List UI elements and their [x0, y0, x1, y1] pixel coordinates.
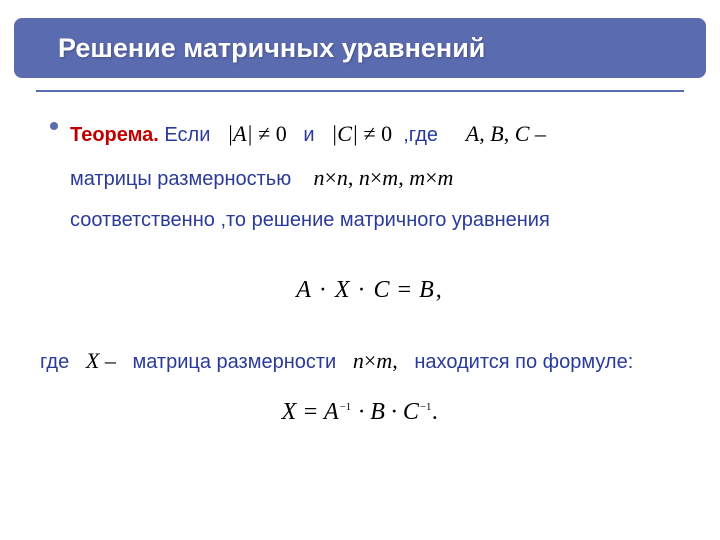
line-where-X: где X – матрица размерности n×m, находит… — [40, 344, 670, 377]
math-ABC: A, B, C – — [466, 121, 546, 146]
math-dims: n×n, n×m, m×m — [313, 165, 453, 190]
text-resp-then: соответственно ,то решение матричного ур… — [70, 209, 550, 231]
bullet-icon — [50, 122, 58, 130]
slide-body: Теорема. Если |A| ≠ 0 и |C| ≠ 0 ,где A, … — [50, 112, 670, 426]
text-where-comma: ,где — [403, 124, 438, 146]
math-detC: |C| ≠ 0 — [331, 121, 392, 146]
text-found-by: находится по формуле: — [414, 351, 633, 373]
theorem-text: Теорема. Если |A| ≠ 0 и |C| ≠ 0 ,где A, … — [70, 112, 670, 338]
slide-title: Решение матричных уравнений — [58, 33, 485, 64]
text-if: Если — [164, 124, 210, 146]
text-and: и — [303, 124, 314, 146]
bullet-item: Теорема. Если |A| ≠ 0 и |C| ≠ 0 ,где A, … — [50, 112, 670, 338]
title-underline — [36, 90, 684, 92]
title-band: Решение матричных уравнений — [14, 18, 706, 78]
text-matrices-dim: матрицы размерностью — [70, 168, 291, 190]
math-X-dash: X – — [86, 348, 116, 373]
text-where2: где — [40, 351, 69, 373]
math-nm: n×m, — [353, 348, 398, 373]
math-detA: |A| ≠ 0 — [227, 121, 287, 146]
equation-1: A · X · C = B, — [70, 266, 670, 314]
equation-2: X = A−1 · B · C−1. — [50, 399, 670, 426]
text-matrix-dim: матрица размерности — [133, 351, 337, 373]
theorem-label: Теорема. — [70, 124, 159, 146]
slide: Решение матричных уравнений Теорема. Есл… — [0, 0, 720, 540]
